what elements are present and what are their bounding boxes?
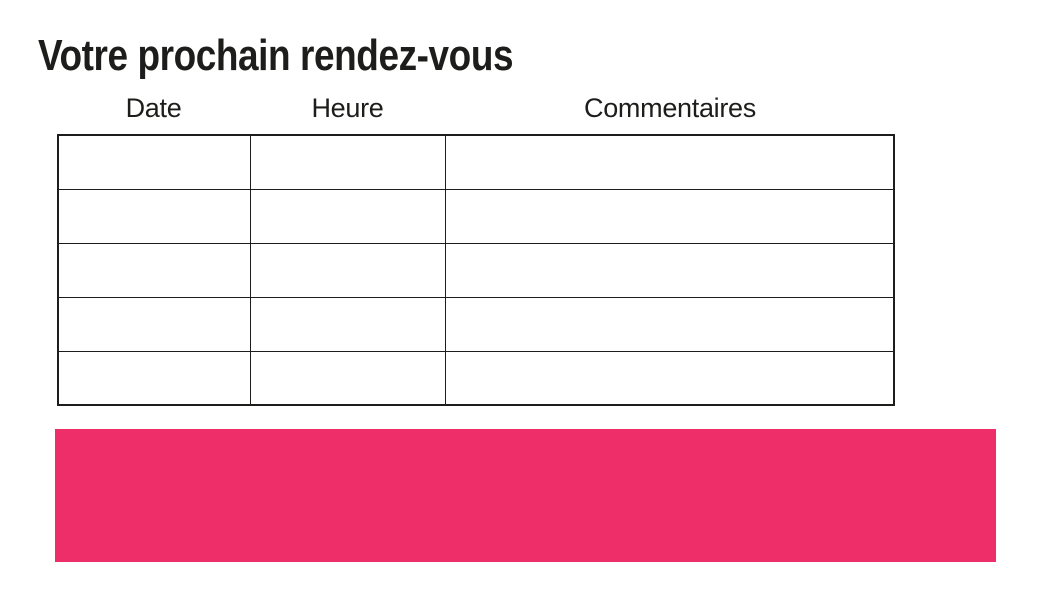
table-cell: [444, 350, 895, 406]
column-header-heure: Heure: [311, 93, 384, 123]
column-header-commentaires: Commentaires: [584, 93, 756, 123]
page-title: Votre prochain rendez-vous: [38, 31, 514, 80]
appointments-table: [57, 134, 895, 406]
column-header-date: Date: [125, 93, 182, 123]
table-cell: [250, 242, 446, 298]
table-row: [57, 188, 895, 244]
table-cell: [57, 134, 252, 190]
table-row: [57, 296, 895, 352]
table-cell: [250, 350, 446, 406]
highlight-banner: [55, 429, 996, 562]
table-cell: [57, 350, 252, 406]
table-cell: [444, 188, 895, 244]
table-cell: [250, 296, 446, 352]
table-row: [57, 350, 895, 406]
table-cell: [444, 296, 895, 352]
table-cell: [57, 296, 252, 352]
table-cell: [57, 188, 252, 244]
table-cell: [57, 242, 252, 298]
table-cell: [444, 242, 895, 298]
table-column-headers: Date Heure Commentaires: [57, 90, 895, 126]
appointments-table-body: [57, 134, 895, 406]
table-cell: [250, 188, 446, 244]
table-row: [57, 242, 895, 298]
table-cell: [250, 134, 446, 190]
table-cell: [444, 134, 895, 190]
table-row: [57, 134, 895, 190]
